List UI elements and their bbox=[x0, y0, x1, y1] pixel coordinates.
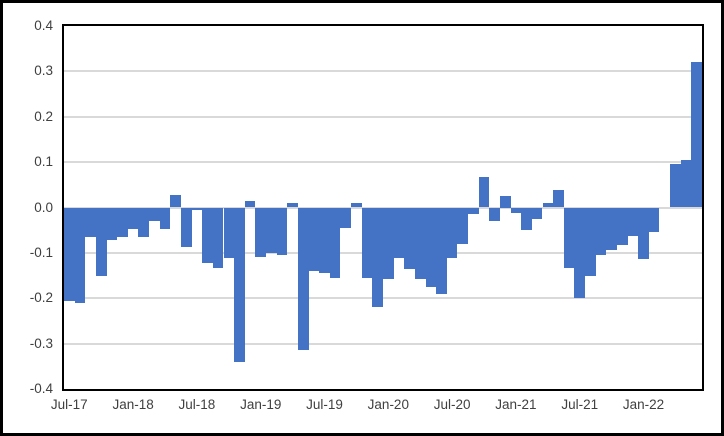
bar-Oct-17 bbox=[95, 207, 107, 276]
bar-Nov-19 bbox=[361, 207, 373, 278]
y-tick-label--0.2: -0.2 bbox=[29, 290, 53, 306]
y-tick-label--0.1: -0.1 bbox=[29, 244, 53, 260]
bar-Nov-18 bbox=[234, 207, 245, 362]
bar-Jun-19 bbox=[308, 207, 320, 272]
bar-Jan-20 bbox=[383, 207, 394, 280]
bar-Mar-21 bbox=[531, 207, 543, 219]
bar-Sep-20 bbox=[468, 207, 479, 215]
bar-Aug-17 bbox=[74, 207, 86, 303]
bar-Apr-21 bbox=[542, 202, 554, 208]
bar-Oct-20 bbox=[478, 176, 490, 208]
gridline-y-0.1 bbox=[64, 161, 702, 164]
chart-plot-area bbox=[62, 24, 704, 391]
y-tick-label-0.2: 0.2 bbox=[34, 108, 53, 124]
bar-Jan-21 bbox=[510, 207, 522, 213]
x-tick-label-Jul-19: Jul-19 bbox=[306, 397, 343, 412]
bar-Feb-19 bbox=[266, 207, 277, 253]
bar-Apr-18 bbox=[159, 207, 171, 230]
bar-Jul-17 bbox=[64, 207, 75, 301]
x-tick-label-Jul-21: Jul-21 bbox=[561, 397, 599, 412]
gridline-y-0.3 bbox=[64, 70, 702, 73]
bar-Jul-18 bbox=[191, 207, 203, 211]
bar-Dec-21 bbox=[627, 207, 639, 237]
bar-May-22 bbox=[680, 159, 692, 208]
bar-Oct-21 bbox=[606, 207, 617, 251]
bar-Jun-20 bbox=[436, 207, 447, 295]
bar-Aug-20 bbox=[457, 207, 469, 244]
bar-Jun-18 bbox=[180, 207, 192, 247]
bar-Dec-19 bbox=[372, 207, 383, 308]
x-tick-label-Jan-21: Jan-21 bbox=[495, 397, 537, 412]
bar-Feb-21 bbox=[521, 207, 532, 231]
bar-Nov-17 bbox=[106, 207, 118, 241]
bar-Jul-21 bbox=[574, 207, 586, 299]
bar-Mar-18 bbox=[149, 207, 160, 221]
bar-Dec-18 bbox=[244, 200, 256, 208]
bar-Jul-19 bbox=[319, 207, 330, 274]
bar-Jan-19 bbox=[255, 207, 267, 258]
bar-Feb-18 bbox=[138, 207, 150, 238]
y-tick-label-0.0: 0.0 bbox=[34, 199, 53, 215]
bar-May-20 bbox=[425, 207, 437, 287]
gridline-y--0.3 bbox=[64, 342, 702, 345]
bar-Apr-19 bbox=[287, 202, 298, 208]
gridline-y-0.2 bbox=[64, 115, 702, 118]
y-tick-label--0.4: -0.4 bbox=[29, 381, 53, 396]
bar-Apr-22 bbox=[670, 164, 681, 208]
x-tick-label-Jan-18: Jan-18 bbox=[112, 397, 154, 412]
bar-Sep-19 bbox=[340, 207, 352, 228]
bar-Jan-22 bbox=[638, 207, 649, 260]
x-tick-label-Jul-18: Jul-18 bbox=[178, 397, 216, 412]
bar-Sep-18 bbox=[212, 207, 224, 269]
bar-Oct-19 bbox=[351, 202, 362, 208]
y-tick-label-0.3: 0.3 bbox=[34, 63, 53, 79]
x-tick-label-Jan-19: Jan-19 bbox=[240, 397, 282, 412]
bar-Jun-22 bbox=[691, 62, 702, 208]
bar-Jan-18 bbox=[127, 207, 139, 229]
gridline-y--0.2 bbox=[64, 297, 702, 300]
bar-Sep-17 bbox=[85, 207, 96, 237]
bar-Mar-20 bbox=[404, 207, 415, 269]
bar-Apr-20 bbox=[414, 207, 426, 280]
bar-Feb-22 bbox=[648, 207, 660, 233]
x-tick-label-Jul-17: Jul-17 bbox=[50, 397, 88, 412]
bar-May-19 bbox=[297, 207, 309, 351]
bar-Jul-20 bbox=[446, 207, 458, 258]
bar-May-18 bbox=[170, 195, 181, 208]
bar-Mar-19 bbox=[276, 207, 288, 256]
bar-Dec-20 bbox=[499, 196, 511, 208]
bar-Nov-20 bbox=[489, 207, 500, 222]
bar-Jun-21 bbox=[563, 207, 575, 268]
y-tick-label-0.4: 0.4 bbox=[34, 18, 53, 33]
bar-Feb-20 bbox=[393, 207, 405, 258]
bar-Oct-18 bbox=[223, 207, 235, 259]
bar-Aug-19 bbox=[329, 207, 341, 278]
x-tick-label-Jan-22: Jan-22 bbox=[622, 397, 665, 412]
y-tick-label--0.3: -0.3 bbox=[29, 335, 53, 351]
y-tick-label-0.1: 0.1 bbox=[34, 154, 53, 170]
bar-May-21 bbox=[553, 190, 564, 208]
bar-Sep-21 bbox=[595, 207, 607, 256]
bar-Nov-21 bbox=[616, 207, 628, 246]
x-tick-label-Jul-20: Jul-20 bbox=[433, 397, 471, 412]
x-tick-label-Jan-20: Jan-20 bbox=[367, 397, 409, 412]
bar-Aug-21 bbox=[585, 207, 596, 276]
bar-Aug-18 bbox=[202, 207, 213, 264]
bar-Dec-17 bbox=[117, 207, 128, 238]
